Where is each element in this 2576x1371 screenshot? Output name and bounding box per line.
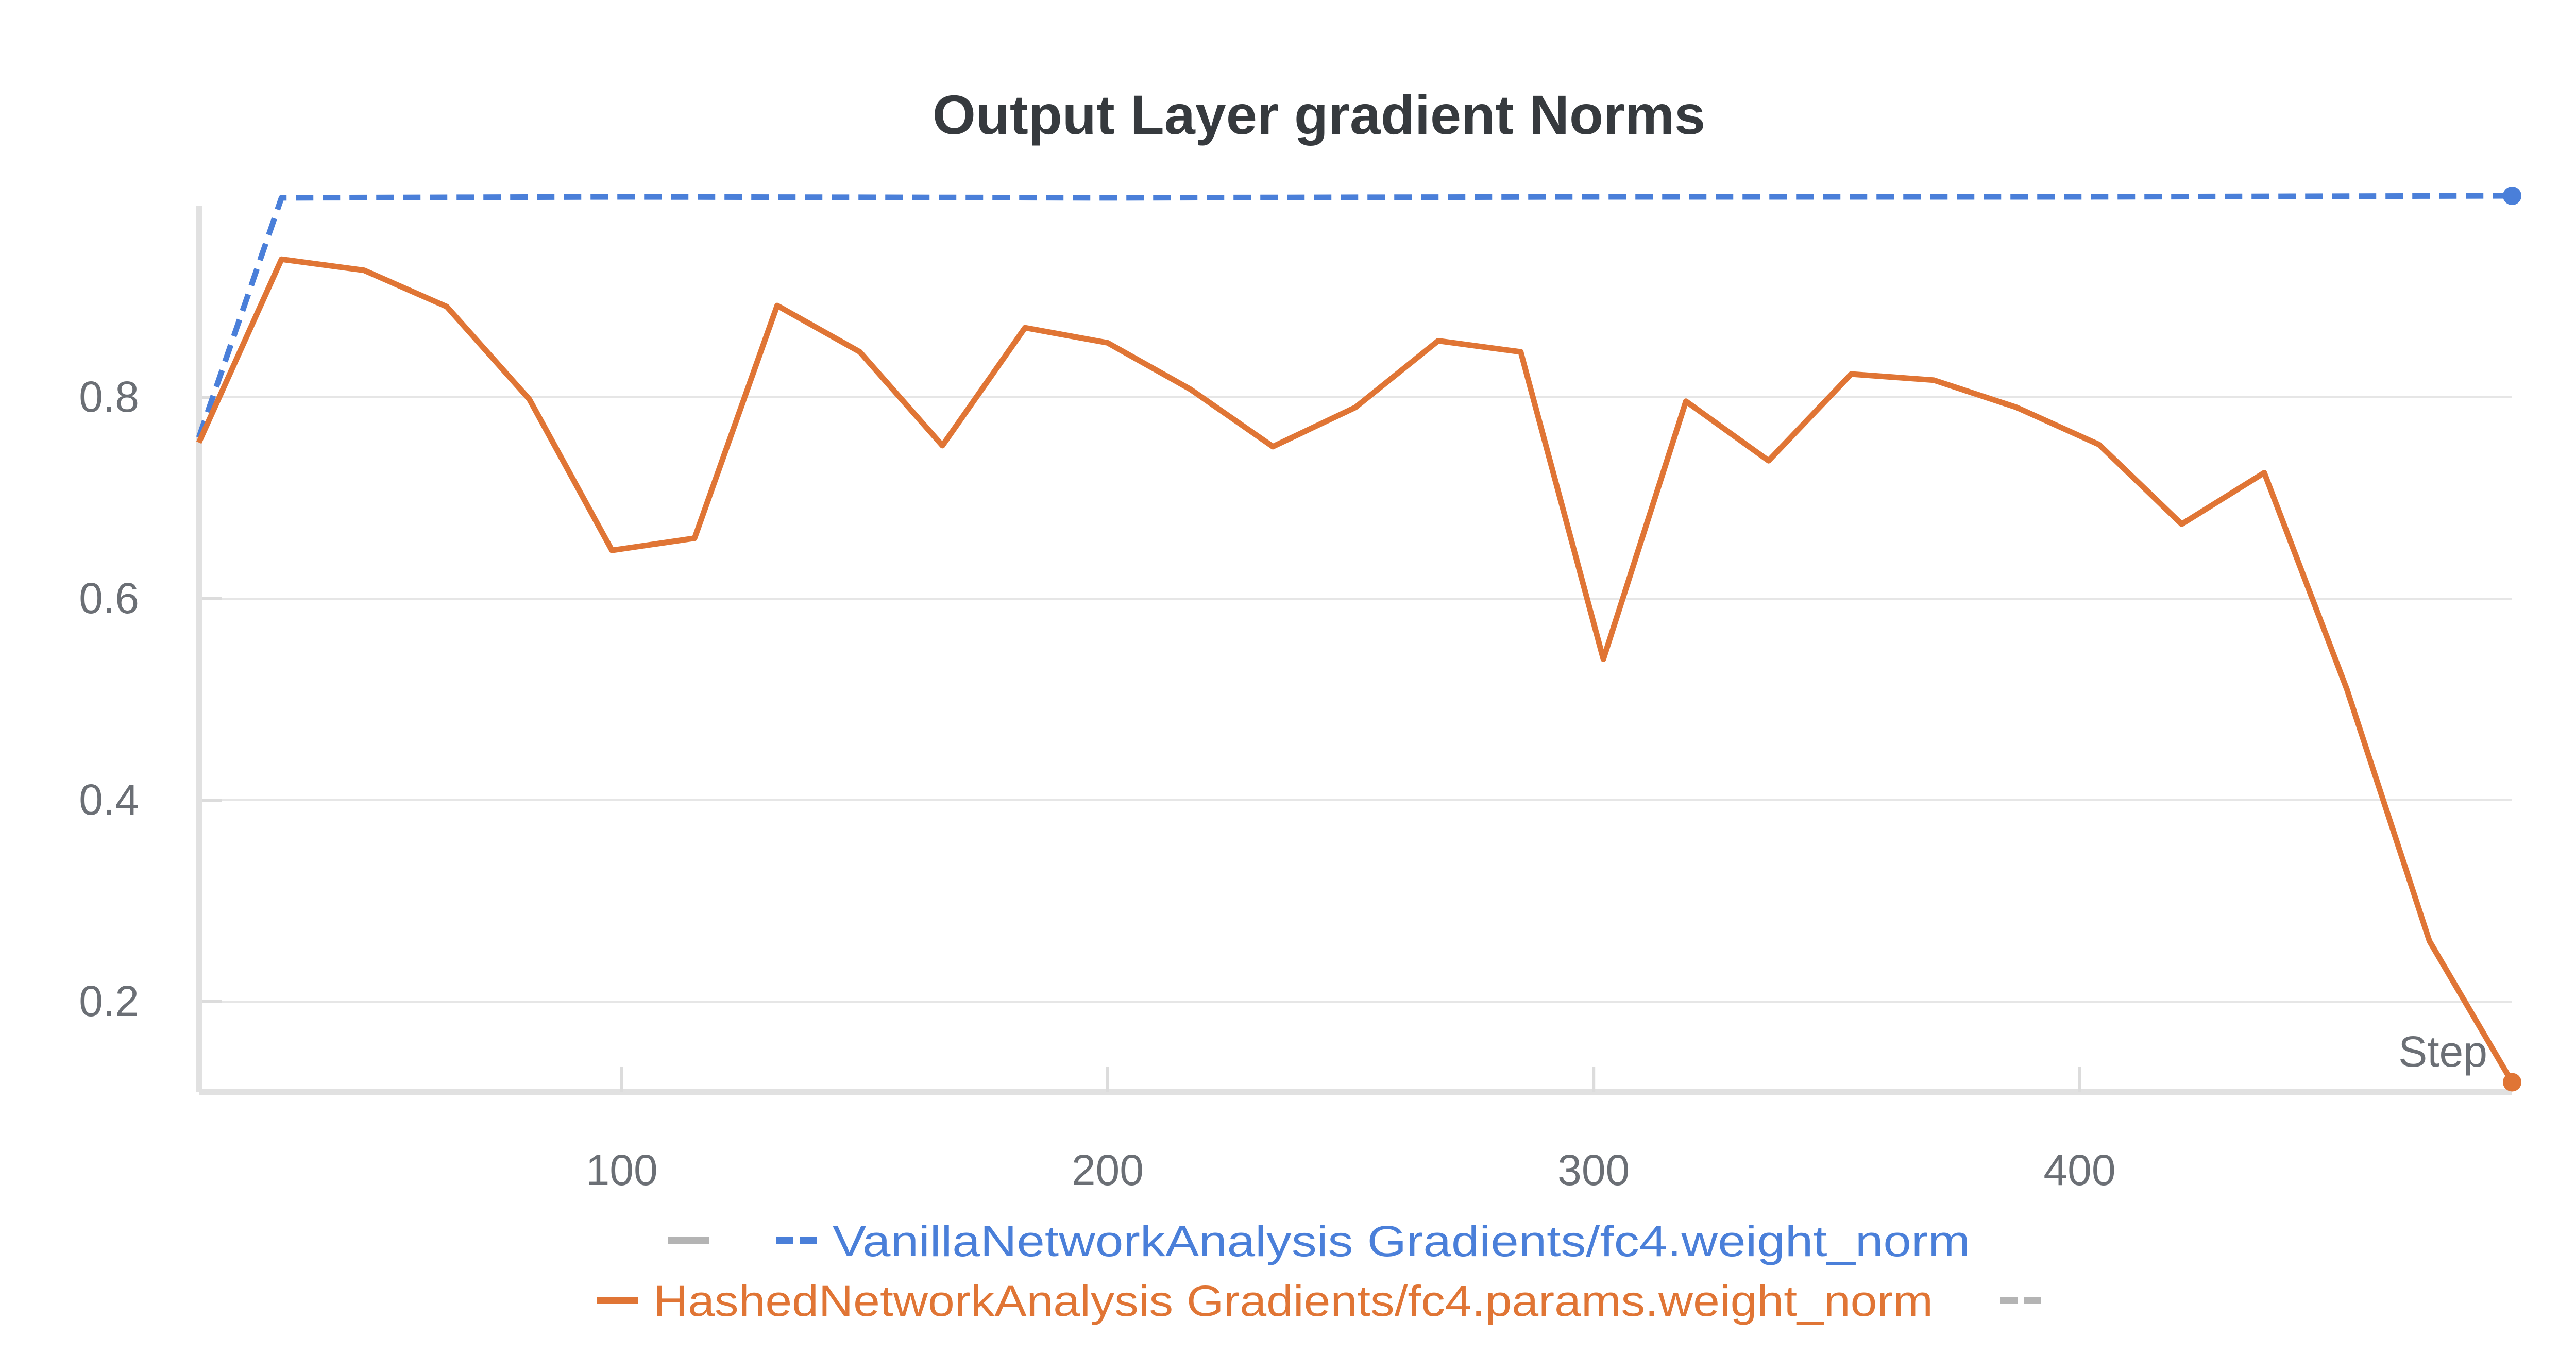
x-tick-label: 100 [586,1146,658,1194]
x-axis-label: Step [2398,1027,2487,1076]
legend-label-1: VanillaNetworkAnalysis Gradients/fc4.wei… [833,1217,1970,1265]
series-line-1 [196,193,2513,438]
series-lines [196,187,2521,1092]
tick-labels: 0.2 0.4 0.6 0.8 100 200 300 400 [79,373,2115,1194]
x-tick-label: 400 [2043,1146,2115,1194]
y-tick-label: 0.4 [79,775,139,824]
axes [196,206,2512,1095]
y-tick-label: 0.2 [79,977,139,1025]
series-endpoint-1 [2503,187,2521,205]
x-tick-label: 300 [1557,1146,1630,1194]
legend-label-2: HashedNetworkAnalysis Gradients/fc4.para… [653,1277,1933,1325]
y-tick-label: 0.8 [79,373,139,421]
chart-title: Output Layer gradient Norms [933,83,1705,146]
legend: VanillaNetworkAnalysis Gradients/fc4.wei… [597,1217,2041,1325]
y-tick-label: 0.6 [79,574,139,622]
x-tick-label: 200 [1072,1146,1144,1194]
series-line-2 [196,256,2515,1084]
gridlines [199,396,2512,1003]
series-endpoint-2 [2503,1073,2521,1092]
